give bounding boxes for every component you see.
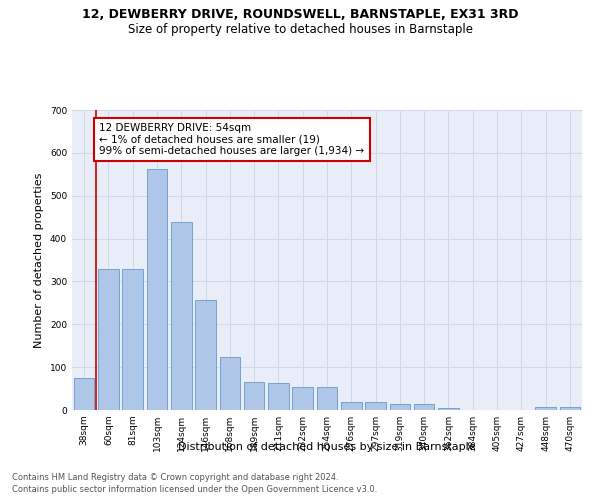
Text: Size of property relative to detached houses in Barnstaple: Size of property relative to detached ho…	[128, 22, 473, 36]
Bar	[292, 388, 313, 410]
Bar	[220, 358, 240, 410]
Bar	[98, 268, 119, 410]
Bar	[365, 402, 386, 410]
Bar	[195, 300, 216, 410]
Bar	[414, 404, 434, 410]
Bar	[560, 407, 580, 410]
Bar	[244, 382, 265, 410]
Bar	[438, 408, 459, 410]
Text: Distribution of detached houses by size in Barnstaple: Distribution of detached houses by size …	[178, 442, 476, 452]
Bar	[535, 407, 556, 410]
Bar	[171, 222, 191, 410]
Bar	[146, 169, 167, 410]
Bar	[268, 383, 289, 410]
Bar	[74, 378, 94, 410]
Text: Contains public sector information licensed under the Open Government Licence v3: Contains public sector information licen…	[12, 485, 377, 494]
Text: 12, DEWBERRY DRIVE, ROUNDSWELL, BARNSTAPLE, EX31 3RD: 12, DEWBERRY DRIVE, ROUNDSWELL, BARNSTAP…	[82, 8, 518, 20]
Bar	[341, 402, 362, 410]
Y-axis label: Number of detached properties: Number of detached properties	[34, 172, 44, 348]
Text: 12 DEWBERRY DRIVE: 54sqm
← 1% of detached houses are smaller (19)
99% of semi-de: 12 DEWBERRY DRIVE: 54sqm ← 1% of detache…	[99, 123, 364, 156]
Bar	[317, 388, 337, 410]
Text: Contains HM Land Registry data © Crown copyright and database right 2024.: Contains HM Land Registry data © Crown c…	[12, 472, 338, 482]
Bar	[122, 268, 143, 410]
Bar	[389, 404, 410, 410]
